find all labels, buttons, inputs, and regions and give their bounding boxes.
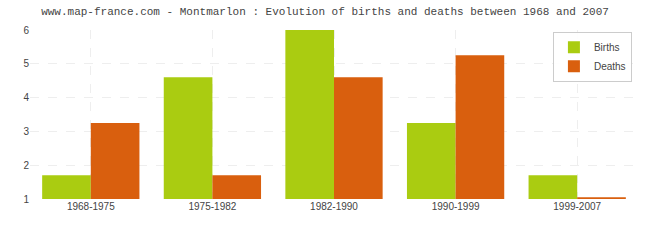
svg-text:1999-2007: 1999-2007 (553, 201, 601, 212)
svg-text:Births: Births (594, 42, 620, 53)
svg-text:1968-1975: 1968-1975 (67, 201, 115, 212)
svg-text:3: 3 (23, 126, 29, 137)
svg-text:6: 6 (23, 25, 29, 36)
svg-text:2: 2 (23, 160, 29, 171)
svg-text:5: 5 (23, 58, 29, 69)
svg-text:1975-1982: 1975-1982 (188, 201, 236, 212)
svg-text:1: 1 (23, 194, 29, 205)
svg-text:Deaths: Deaths (594, 61, 626, 72)
svg-text:www.map-france.com - Montmarlo: www.map-france.com - Montmarlon : Evolut… (41, 6, 609, 18)
svg-text:1982-1990: 1982-1990 (310, 201, 358, 212)
svg-text:1990-1999: 1990-1999 (432, 201, 480, 212)
svg-text:4: 4 (23, 92, 29, 103)
